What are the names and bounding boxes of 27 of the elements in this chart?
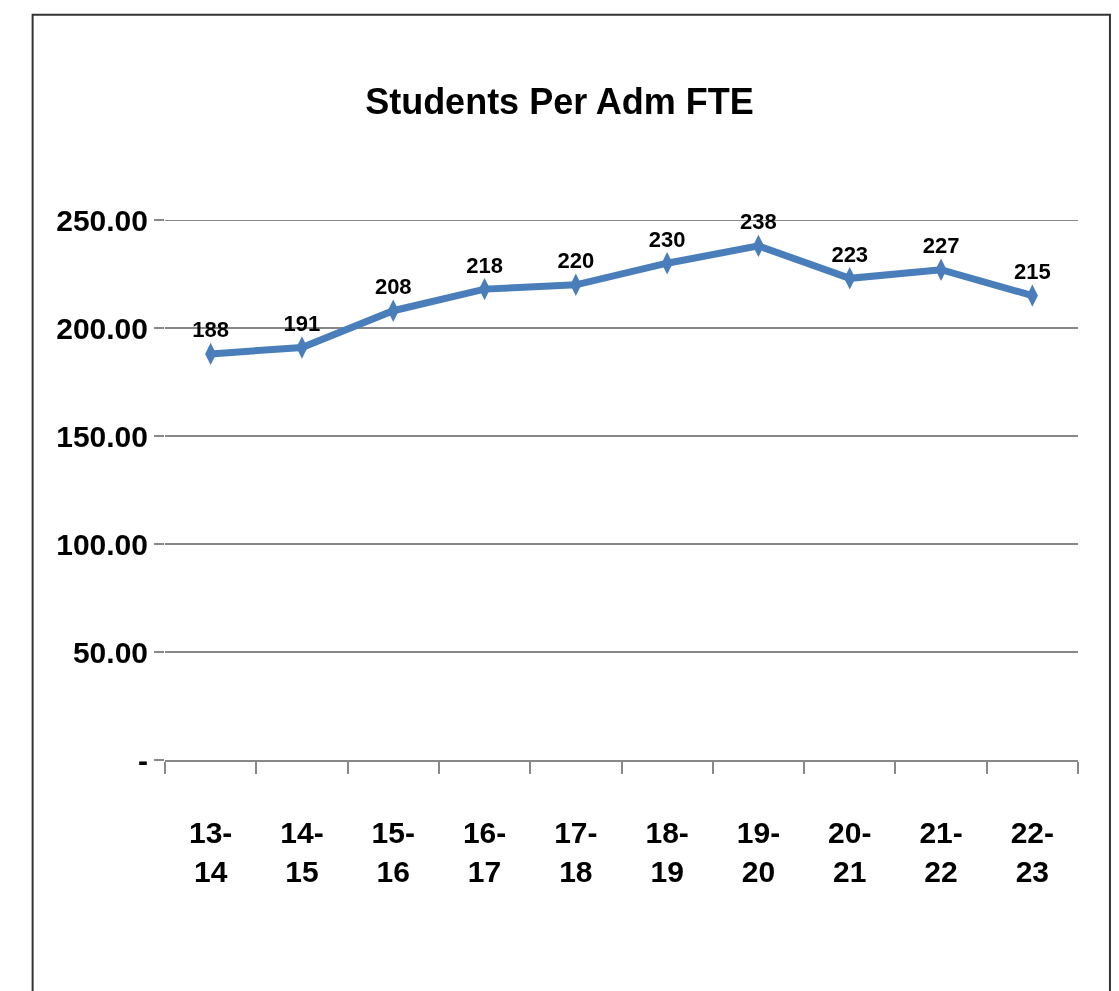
- x-tick-label: 14-15: [280, 816, 324, 888]
- x-tick-label: 19-20: [736, 816, 781, 888]
- data-label: 220: [557, 248, 595, 274]
- data-label: 223: [831, 241, 869, 267]
- y-tick-label: 150.00: [56, 419, 148, 453]
- x-tick-label: 21-22: [919, 816, 963, 888]
- y-tick-label: 250.00: [56, 203, 148, 237]
- x-tick-label: 18-19: [645, 816, 689, 888]
- data-label: 227: [922, 233, 960, 259]
- data-label: 215: [1013, 259, 1051, 285]
- x-tick-label: 22-23: [1010, 816, 1055, 888]
- data-label: 218: [466, 252, 503, 278]
- x-tick-label: 15-16: [371, 816, 415, 888]
- y-tick-label: 200.00: [56, 311, 148, 345]
- data-label: 238: [740, 209, 777, 235]
- data-label: 208: [374, 274, 412, 300]
- y-tick-label: -: [138, 743, 148, 777]
- data-label: 188: [192, 317, 230, 343]
- y-tick-label: 100.00: [56, 527, 148, 561]
- x-tick-label: 17-18: [554, 816, 598, 888]
- x-tick-label: 13-14: [188, 816, 233, 888]
- x-tick-label: 20-21: [828, 816, 872, 888]
- data-label: 230: [648, 226, 686, 252]
- chart-title: Students Per Adm FTE: [365, 81, 754, 123]
- data-label: 191: [283, 310, 321, 336]
- y-tick-label: 50.00: [72, 635, 148, 669]
- x-tick-label: 16-17: [462, 816, 507, 888]
